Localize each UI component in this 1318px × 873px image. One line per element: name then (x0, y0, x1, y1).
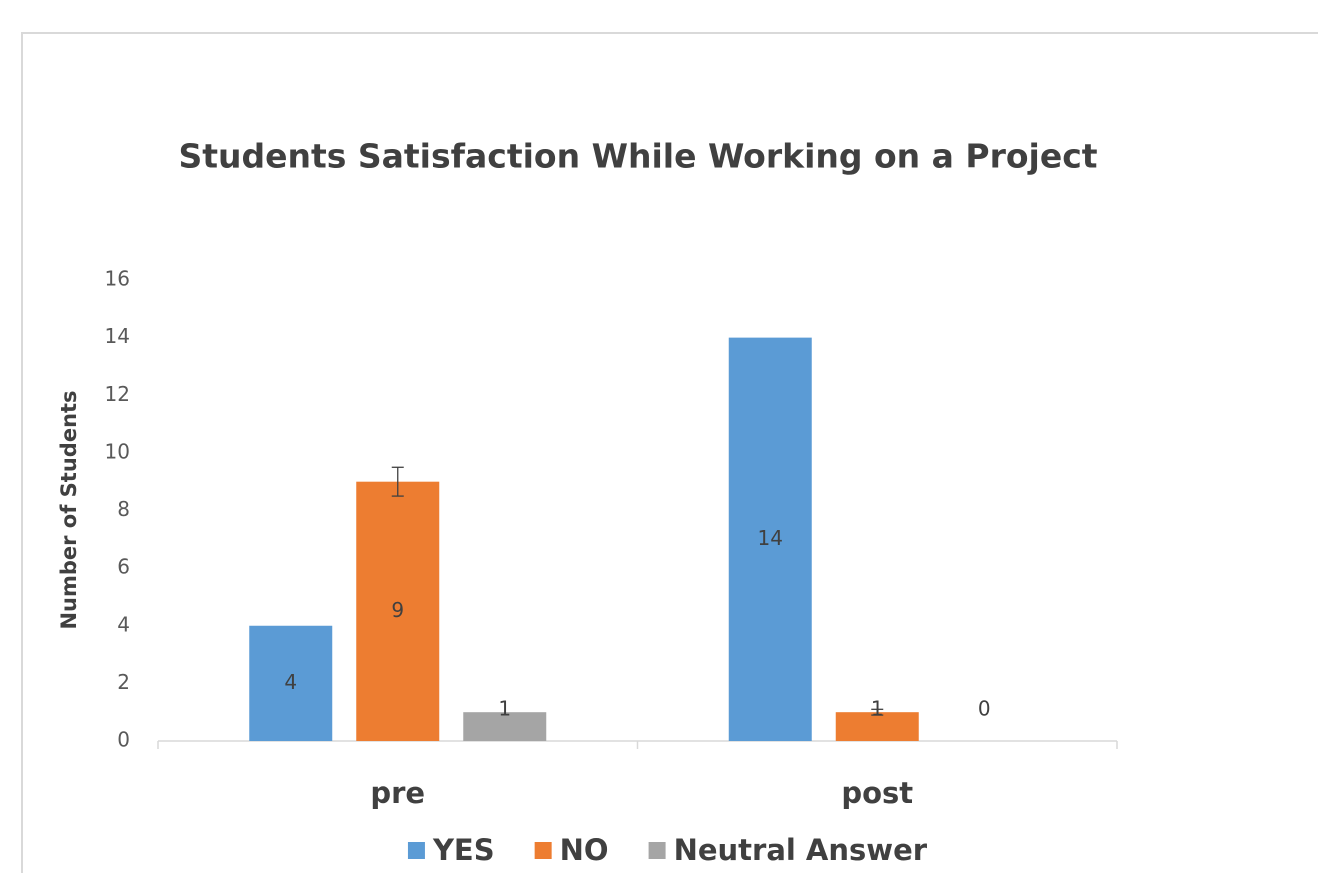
bar (728, 337, 812, 741)
legend-label: Neutral Answer (674, 833, 928, 867)
y-tick-label: 10 (105, 439, 130, 463)
y-tick-label: 16 (105, 267, 130, 291)
legend-label: YES (432, 833, 495, 867)
data-label: 1 (871, 697, 884, 721)
bar (835, 712, 919, 741)
data-label: 14 (758, 526, 783, 550)
data-label: 4 (284, 670, 297, 694)
data-label: 1 (498, 697, 511, 721)
y-tick-label: 8 (117, 497, 130, 521)
y-tick-label: 12 (105, 382, 130, 406)
chart-title: Students Satisfaction While Working on a… (178, 137, 1097, 176)
bar (249, 625, 333, 741)
legend-swatch (648, 842, 666, 859)
legend-swatch (407, 842, 425, 859)
data-label: 0 (978, 697, 991, 721)
y-tick-label: 6 (117, 555, 130, 579)
x-tick-label: post (841, 776, 913, 810)
y-tick-label: 14 (105, 324, 130, 348)
x-tick-label: pre (370, 776, 425, 810)
data-label: 9 (391, 598, 404, 622)
y-tick-label: 2 (117, 670, 130, 694)
y-tick-label: 0 (117, 728, 130, 752)
legend-label: NO (560, 833, 609, 867)
bar (356, 481, 440, 741)
legend-swatch (534, 842, 552, 859)
bar (463, 712, 547, 741)
error-bar (871, 708, 884, 716)
y-axis-label: Number of Students (57, 390, 81, 629)
y-tick-label: 4 (117, 612, 130, 636)
error-bar (391, 466, 404, 497)
chart-frame (21, 32, 1318, 873)
